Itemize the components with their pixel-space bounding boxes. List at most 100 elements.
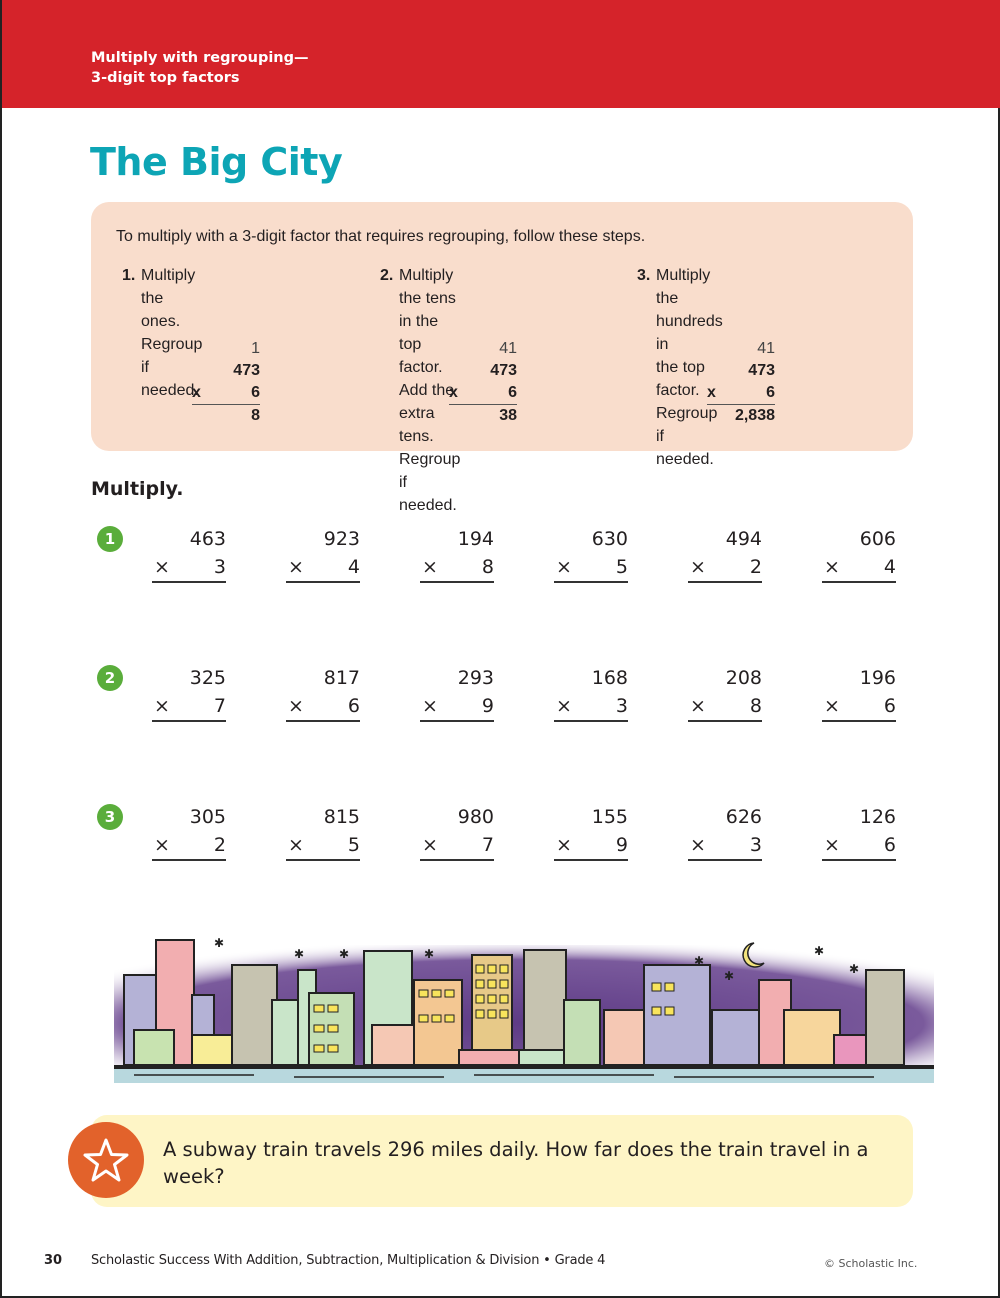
top-factor: 194 <box>457 528 494 550</box>
times-sign: × <box>690 695 706 717</box>
times-sign: × <box>824 556 840 578</box>
copyright: © Scholastic Inc. <box>824 1257 918 1270</box>
bottom-factor: 9 <box>481 695 494 717</box>
multiplier-row: × 6 <box>286 692 360 722</box>
bottom-factor: 4 <box>347 556 360 578</box>
times-sign: x <box>707 384 716 401</box>
times-sign: × <box>556 695 572 717</box>
top-factor: 168 <box>591 667 628 689</box>
times-sign: × <box>154 834 170 856</box>
times-sign: × <box>824 695 840 717</box>
top-factor: 325 <box>189 667 226 689</box>
step-number: 3. <box>637 267 651 284</box>
bottom-factor: 4 <box>883 556 896 578</box>
times-sign: × <box>288 834 304 856</box>
top-factor: 155 <box>591 806 628 828</box>
bottom-factor: 5 <box>347 834 360 856</box>
example-2: 41 473 x 6 38 <box>449 338 517 427</box>
partial-result: 8 <box>251 407 260 424</box>
multiplier-row: × 7 <box>152 692 226 722</box>
multiplier-row: x 6 <box>192 382 260 405</box>
svg-text:✱: ✱ <box>294 947 304 961</box>
times-sign: × <box>288 556 304 578</box>
svg-text:✱: ✱ <box>724 969 734 983</box>
top-factor: 817 <box>323 667 360 689</box>
example-3: 41 473 x 6 2,838 <box>707 338 775 427</box>
header-band: Multiply with regrouping— 3-digit top fa… <box>2 0 1000 108</box>
bottom-factor: 5 <box>615 556 628 578</box>
city-skyline-illustration: ✱ ✱ ✱ ✱ ✱ ✱ ✱ ✱ <box>114 936 934 1083</box>
multiplier-row: × 4 <box>822 553 896 583</box>
star-badge <box>68 1122 144 1198</box>
step-text: Multiply the ones. Regroup if needed. <box>141 267 203 399</box>
multiplication-problem: 208 × 8 <box>688 664 762 722</box>
multiplier-row: × 2 <box>688 553 762 583</box>
bottom-factor: 8 <box>481 556 494 578</box>
row-1-badge: 1 <box>97 526 123 552</box>
multiplication-problem: 305 × 2 <box>152 803 226 861</box>
row-3-badge: 3 <box>97 804 123 830</box>
times-sign: × <box>690 834 706 856</box>
multiplication-problem: 817 × 6 <box>286 664 360 722</box>
bottom-factor: 3 <box>615 695 628 717</box>
bottom-factor: 2 <box>213 834 226 856</box>
multiplication-problem: 293 × 9 <box>420 664 494 722</box>
multiplication-problem: 494 × 2 <box>688 525 762 583</box>
page-title: The Big City <box>90 140 343 184</box>
word-problem-box <box>91 1115 913 1207</box>
top-factor: 473 <box>748 362 775 379</box>
multiplier-row: × 3 <box>554 692 628 722</box>
bottom-factor: 2 <box>749 556 762 578</box>
multiplication-problem: 463 × 3 <box>152 525 226 583</box>
multiplier-row: × 9 <box>420 692 494 722</box>
svg-text:✱: ✱ <box>694 954 704 968</box>
times-sign: × <box>422 834 438 856</box>
topic-line-2: 3-digit top factors <box>91 70 240 86</box>
times-sign: × <box>154 556 170 578</box>
multiplication-problem: 194 × 8 <box>420 525 494 583</box>
bottom-factor: 9 <box>615 834 628 856</box>
svg-text:✱: ✱ <box>214 936 224 950</box>
star-icon <box>83 1138 129 1182</box>
word-problem-text: A subway train travels 296 miles daily. … <box>163 1138 869 1188</box>
svg-text:✱: ✱ <box>424 947 434 961</box>
step-text: Multiply the tens in the top factor. Add… <box>399 267 461 514</box>
multiplier-row: × 6 <box>822 831 896 861</box>
svg-text:✱: ✱ <box>814 944 824 958</box>
multiplication-problem: 630 × 5 <box>554 525 628 583</box>
multiplier-row: x 6 <box>707 382 775 405</box>
bottom-factor: 7 <box>213 695 226 717</box>
multiplication-problem: 626 × 3 <box>688 803 762 861</box>
page-number: 30 <box>44 1253 63 1268</box>
multiplier-row: x 6 <box>449 382 517 405</box>
top-factor: 196 <box>859 667 896 689</box>
multiplier-row: × 5 <box>554 553 628 583</box>
book-title: Scholastic Success With Addition, Subtra… <box>91 1253 606 1268</box>
top-factor: 305 <box>189 806 226 828</box>
multiplication-problem: 325 × 7 <box>152 664 226 722</box>
multiplier-row: × 5 <box>286 831 360 861</box>
bottom-factor: 7 <box>481 834 494 856</box>
top-factor: 815 <box>323 806 360 828</box>
multiplier-row: × 2 <box>152 831 226 861</box>
times-sign: × <box>690 556 706 578</box>
times-sign: × <box>154 695 170 717</box>
top-factor: 463 <box>189 528 226 550</box>
multiplication-problem: 126 × 6 <box>822 803 896 861</box>
top-factor: 630 <box>591 528 628 550</box>
bottom-factor: 6 <box>347 695 360 717</box>
times-sign: × <box>422 695 438 717</box>
step-text: Multiply the hundreds in the top factor.… <box>656 267 723 468</box>
multiplication-problem: 606 × 4 <box>822 525 896 583</box>
multiplication-problem: 155 × 9 <box>554 803 628 861</box>
bottom-factor: 6 <box>883 695 896 717</box>
times-sign: × <box>556 834 572 856</box>
svg-text:✱: ✱ <box>849 962 859 976</box>
bottom-factor: 6 <box>508 384 517 401</box>
multiplier-row: × 8 <box>688 692 762 722</box>
multiplier-row: × 4 <box>286 553 360 583</box>
topic-line-1: Multiply with regrouping— <box>91 50 309 66</box>
step-number: 1. <box>122 267 136 284</box>
times-sign: x <box>449 384 458 401</box>
bottom-factor: 8 <box>749 695 762 717</box>
